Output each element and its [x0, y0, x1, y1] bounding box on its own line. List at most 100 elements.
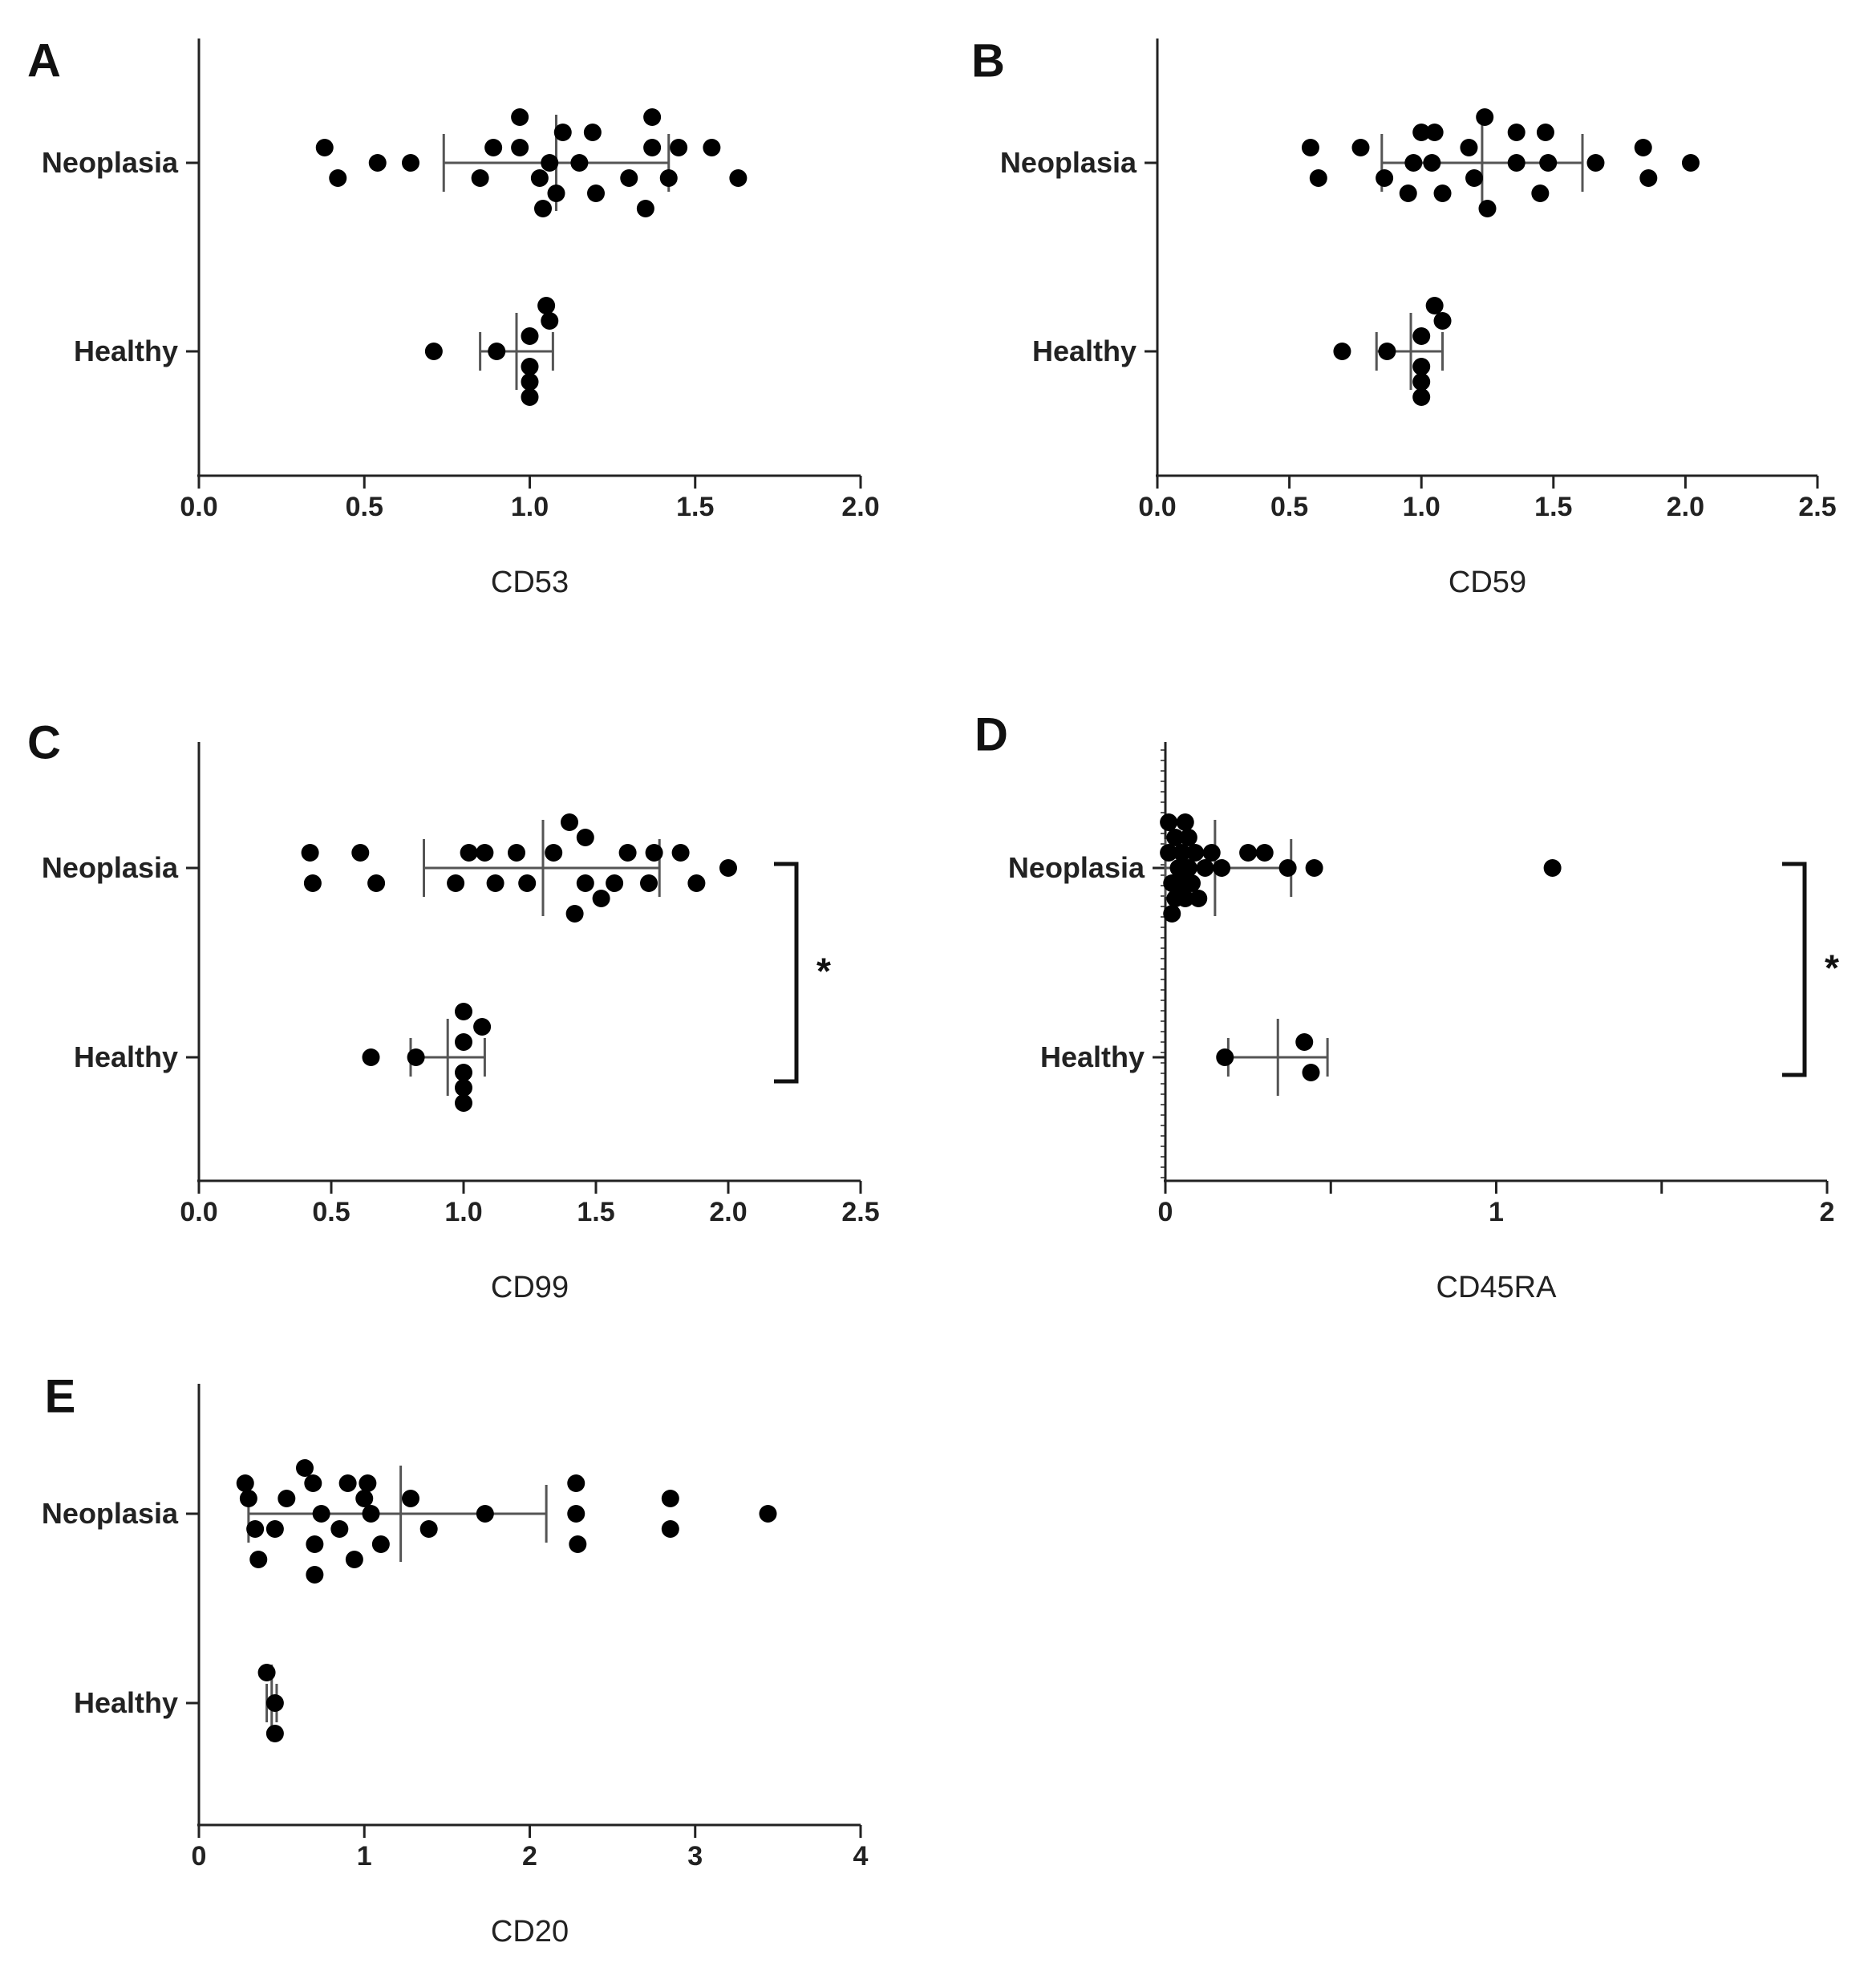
panel-b-x-tick-label: 2.5 — [1798, 492, 1836, 522]
panel-b-neoplasia-point — [1351, 139, 1370, 156]
panel-a-neoplasia-point — [547, 185, 565, 202]
panel-e-neoplasia-point — [567, 1474, 585, 1492]
panel-c-healthy-point — [473, 1018, 492, 1036]
panel-b-x-axis-title: CD59 — [1449, 566, 1526, 599]
panel-a-healthy-point — [537, 297, 556, 314]
panel-b-neoplasia-point — [1309, 169, 1327, 187]
panel-a-neoplasia-point — [484, 139, 503, 156]
panel-a-x-tick-label: 1.5 — [676, 492, 714, 522]
panel-d-neoplasia-point — [1179, 829, 1197, 846]
panel-c-neoplasia-point — [447, 874, 465, 892]
panel-b-neoplasia-point — [1507, 124, 1526, 141]
panel-a-neoplasia-point — [729, 169, 748, 187]
panel-a-neoplasia-point — [329, 169, 347, 187]
panel-a-x-axis-title: CD53 — [491, 566, 569, 599]
panel-b-neoplasia-point — [1460, 139, 1478, 156]
panel-c-neoplasia-point — [367, 874, 386, 892]
panel-b-healthy-point — [1433, 312, 1452, 330]
panel-c-significance-bracket — [774, 862, 799, 1084]
panel-d-significance-bracket — [1782, 862, 1807, 1077]
panel-d-neoplasia-point — [1186, 844, 1205, 862]
panel-d-neoplasia-point — [1160, 813, 1178, 831]
panel-d-x-tick-label: 1 — [1489, 1197, 1504, 1227]
panel-c-x-axis-title: CD99 — [491, 1271, 569, 1304]
panel-e-healthy-point — [257, 1664, 276, 1681]
panel-d-neoplasia-point — [1176, 813, 1194, 831]
panel-e-letter: E — [45, 1370, 76, 1422]
panel-e-neoplasia-point — [304, 1474, 322, 1492]
panel-b-neoplasia-point — [1433, 185, 1452, 202]
panel-c-healthy-point — [362, 1048, 380, 1066]
panel-c-category-label: Neoplasia — [42, 851, 179, 884]
panel-e-neoplasia-point — [312, 1505, 330, 1523]
panel-c-x-tick-label: 0.5 — [312, 1197, 350, 1227]
panel-b-neoplasia-point — [1539, 154, 1558, 172]
panel-b-healthy-point — [1425, 297, 1444, 314]
panel-e-x-tick-label: 3 — [687, 1841, 703, 1872]
panel-c-x-tick-label: 1.5 — [577, 1197, 614, 1227]
panel-d-x-tick-label: 2 — [1820, 1197, 1835, 1227]
panel-d-neoplasia-point — [1239, 844, 1258, 862]
panel-e-neoplasia-point — [246, 1520, 265, 1538]
panel-a-neoplasia-point — [570, 154, 589, 172]
panel-a-healthy-point — [541, 312, 559, 330]
panel-b-neoplasia-point — [1301, 139, 1319, 156]
panel-b-neoplasia-point — [1404, 154, 1423, 172]
panel-d-healthy-point — [1216, 1048, 1234, 1066]
panel-b-neoplasia-point — [1412, 124, 1431, 141]
panel-a-x-tick-label: 0.5 — [346, 492, 383, 522]
panel-a-category-label: Healthy — [74, 335, 178, 367]
panel-a-neoplasia-point — [368, 154, 387, 172]
panel-b-x-tick-label: 0.0 — [1138, 492, 1176, 522]
panel-c-neoplasia-point — [351, 844, 370, 862]
panel-e-x-tick-label: 2 — [522, 1841, 537, 1872]
panel-e-neoplasia-point — [371, 1535, 390, 1553]
panel-c-neoplasia-point — [303, 874, 322, 892]
panel-c-neoplasia-point — [671, 844, 690, 862]
panel-d-significance-star: * — [1825, 947, 1839, 989]
panel-c-neoplasia-point — [561, 813, 578, 831]
panel-a-neoplasia-point — [659, 169, 678, 187]
panel-e-neoplasia-point — [569, 1535, 587, 1553]
panel-a-neoplasia-point — [402, 154, 419, 172]
panel-b-neoplasia-point — [1639, 169, 1658, 187]
panel-d-neoplasia-point — [1173, 844, 1191, 862]
panel-b-neoplasia-point — [1476, 108, 1494, 126]
panel-e-neoplasia-point — [278, 1490, 296, 1507]
panel-d-neoplasia-point — [1202, 844, 1221, 862]
panel-b-neoplasia-point — [1634, 139, 1652, 156]
panel-a-healthy-point — [521, 327, 539, 345]
panel-a-neoplasia-point — [541, 154, 559, 172]
panel-a-category-label: Neoplasia — [42, 146, 179, 179]
panel-b-healthy-point — [1412, 327, 1431, 345]
panel-d-neoplasia-point — [1183, 874, 1201, 892]
panel-b-neoplasia-point — [1531, 185, 1550, 202]
panel-e-x-tick-label: 4 — [853, 1841, 869, 1872]
panel-b-category-label: Neoplasia — [1000, 146, 1137, 179]
panel-c-neoplasia-point — [687, 874, 706, 892]
panel-c-neoplasia-point — [301, 844, 319, 862]
panel-a-neoplasia-point — [643, 108, 662, 126]
panel-a-neoplasia-point — [511, 139, 529, 156]
panel-a-healthy-point — [521, 388, 539, 406]
panel-d-neoplasia-point — [1213, 859, 1231, 877]
panel-d-category-label: Healthy — [1040, 1040, 1145, 1073]
panel-b-healthy-point — [1333, 343, 1351, 360]
panel-d-neoplasia-point — [1166, 829, 1185, 846]
panel-c-x-tick-label: 2.5 — [841, 1197, 879, 1227]
panel-d-x-axis-title: CD45RA — [1436, 1271, 1558, 1304]
panel-e-neoplasia-point — [306, 1566, 324, 1584]
panel-a-neoplasia-point — [636, 200, 654, 217]
panel-a-healthy-point — [488, 343, 506, 360]
panel-c-neoplasia-point — [640, 874, 658, 892]
panel-e-neoplasia-point — [661, 1490, 679, 1507]
panel-c-healthy-point — [455, 1094, 472, 1112]
panel-e-x-axis-title: CD20 — [491, 1915, 569, 1949]
panel-a-neoplasia-point — [643, 139, 662, 156]
panel-b-x-tick-label: 1.0 — [1403, 492, 1440, 522]
panel-b-category-label: Healthy — [1032, 335, 1137, 367]
panel-d-neoplasia-point — [1189, 890, 1208, 907]
panel-a-neoplasia-point — [534, 200, 552, 217]
panel-c-healthy-point — [407, 1048, 425, 1066]
